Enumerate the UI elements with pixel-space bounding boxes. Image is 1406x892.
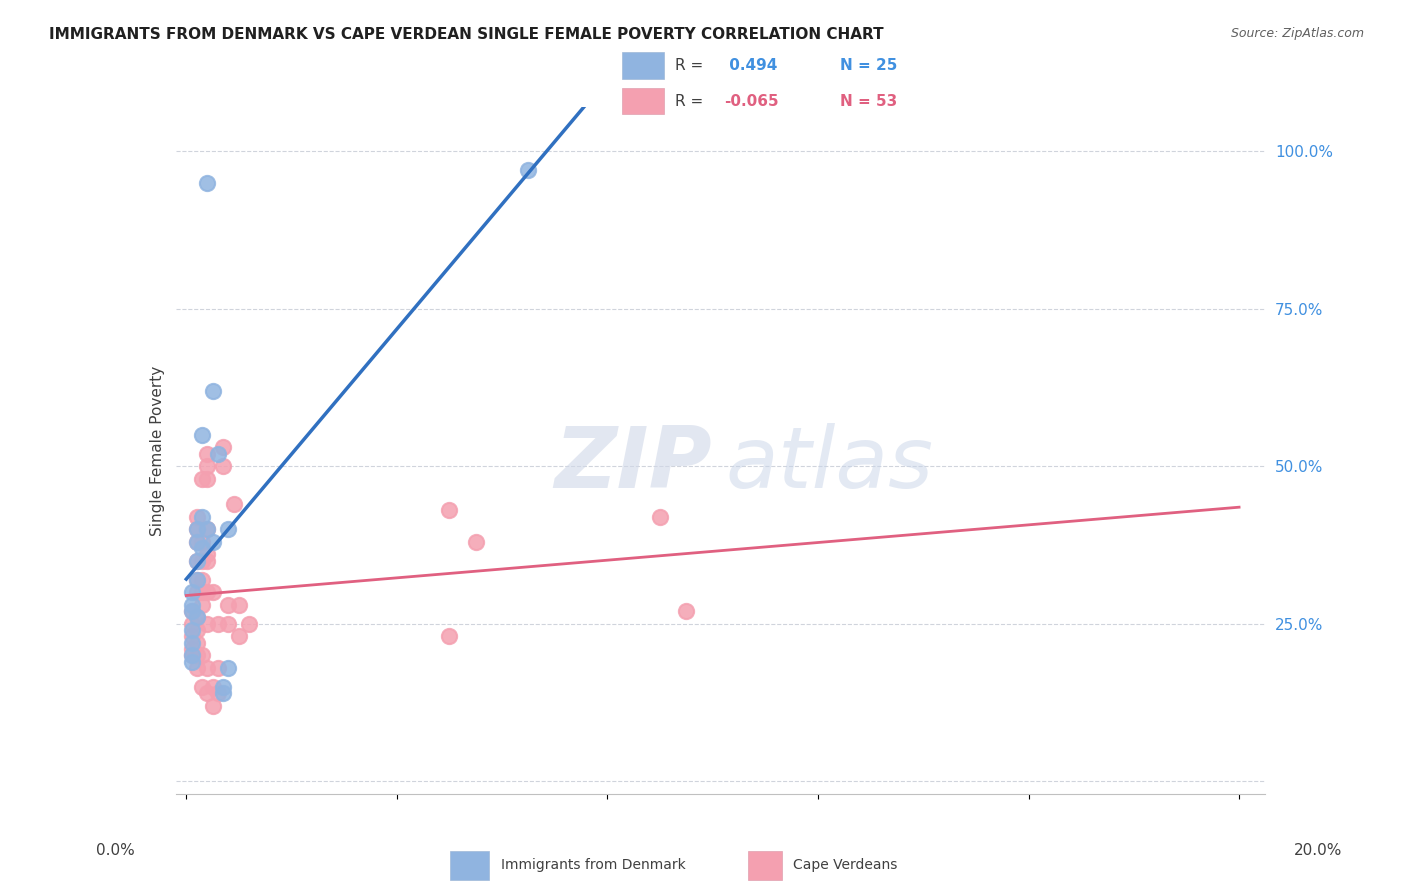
- Text: atlas: atlas: [725, 423, 934, 506]
- Point: [186, 648, 208, 663]
- Point: [180, 629, 202, 643]
- Y-axis label: Single Female Poverty: Single Female Poverty: [149, 366, 165, 535]
- Point: [186, 661, 208, 675]
- Text: 20.0%: 20.0%: [1295, 843, 1343, 858]
- Point: [186, 554, 208, 568]
- Point: [212, 440, 235, 454]
- Point: [191, 534, 214, 549]
- Point: [201, 534, 224, 549]
- Text: IMMIGRANTS FROM DENMARK VS CAPE VERDEAN SINGLE FEMALE POVERTY CORRELATION CHART: IMMIGRANTS FROM DENMARK VS CAPE VERDEAN …: [49, 27, 884, 42]
- Text: Immigrants from Denmark: Immigrants from Denmark: [501, 858, 685, 872]
- Text: ZIP: ZIP: [554, 423, 713, 506]
- Point: [186, 623, 208, 637]
- Point: [648, 509, 671, 524]
- Point: [212, 459, 235, 474]
- Point: [201, 680, 224, 694]
- Point: [186, 534, 208, 549]
- Point: [180, 623, 202, 637]
- FancyBboxPatch shape: [621, 52, 665, 78]
- Point: [195, 472, 218, 486]
- Point: [195, 548, 218, 562]
- Point: [186, 534, 208, 549]
- Point: [439, 503, 461, 517]
- Point: [191, 573, 214, 587]
- Point: [675, 604, 697, 618]
- Point: [439, 629, 461, 643]
- Point: [195, 522, 218, 536]
- Text: R =: R =: [675, 58, 703, 73]
- Point: [186, 573, 208, 587]
- Point: [195, 176, 218, 190]
- Point: [180, 642, 202, 657]
- Point: [217, 522, 239, 536]
- FancyBboxPatch shape: [450, 851, 489, 880]
- Text: N = 53: N = 53: [841, 94, 897, 109]
- Point: [180, 635, 202, 649]
- Point: [195, 585, 218, 599]
- Point: [195, 686, 218, 700]
- Point: [186, 610, 208, 624]
- Point: [517, 163, 540, 178]
- Point: [191, 472, 214, 486]
- Point: [195, 522, 218, 536]
- Point: [238, 616, 260, 631]
- Point: [195, 447, 218, 461]
- Point: [180, 655, 202, 669]
- Point: [186, 554, 208, 568]
- Point: [201, 384, 224, 398]
- Text: N = 25: N = 25: [841, 58, 897, 73]
- Text: Source: ZipAtlas.com: Source: ZipAtlas.com: [1230, 27, 1364, 40]
- Text: 0.0%: 0.0%: [96, 843, 135, 858]
- Point: [217, 661, 239, 675]
- Point: [212, 686, 235, 700]
- Point: [180, 604, 202, 618]
- Point: [191, 554, 214, 568]
- Point: [195, 616, 218, 631]
- Point: [207, 447, 229, 461]
- Point: [195, 554, 218, 568]
- Text: Cape Verdeans: Cape Verdeans: [793, 858, 897, 872]
- Point: [212, 680, 235, 694]
- Point: [207, 661, 229, 675]
- Point: [180, 604, 202, 618]
- Point: [191, 648, 214, 663]
- Point: [207, 686, 229, 700]
- Point: [191, 598, 214, 612]
- Point: [191, 427, 214, 442]
- Point: [217, 616, 239, 631]
- Point: [201, 585, 224, 599]
- Point: [195, 459, 218, 474]
- Point: [191, 680, 214, 694]
- Point: [186, 509, 208, 524]
- Point: [191, 541, 214, 555]
- FancyBboxPatch shape: [621, 87, 665, 114]
- Point: [180, 648, 202, 663]
- Point: [186, 522, 208, 536]
- Point: [186, 610, 208, 624]
- Point: [222, 497, 245, 511]
- Point: [228, 629, 250, 643]
- Point: [186, 522, 208, 536]
- Point: [180, 585, 202, 599]
- Point: [217, 598, 239, 612]
- Text: R =: R =: [675, 94, 703, 109]
- Point: [180, 616, 202, 631]
- FancyBboxPatch shape: [748, 851, 782, 880]
- Point: [180, 648, 202, 663]
- Point: [207, 616, 229, 631]
- Point: [180, 598, 202, 612]
- Point: [186, 573, 208, 587]
- Point: [186, 585, 208, 599]
- Point: [195, 661, 218, 675]
- Text: -0.065: -0.065: [724, 94, 779, 109]
- Point: [191, 509, 214, 524]
- Text: 0.494: 0.494: [724, 58, 778, 73]
- Point: [191, 585, 214, 599]
- Point: [201, 698, 224, 713]
- Point: [464, 534, 486, 549]
- Point: [228, 598, 250, 612]
- Point: [186, 635, 208, 649]
